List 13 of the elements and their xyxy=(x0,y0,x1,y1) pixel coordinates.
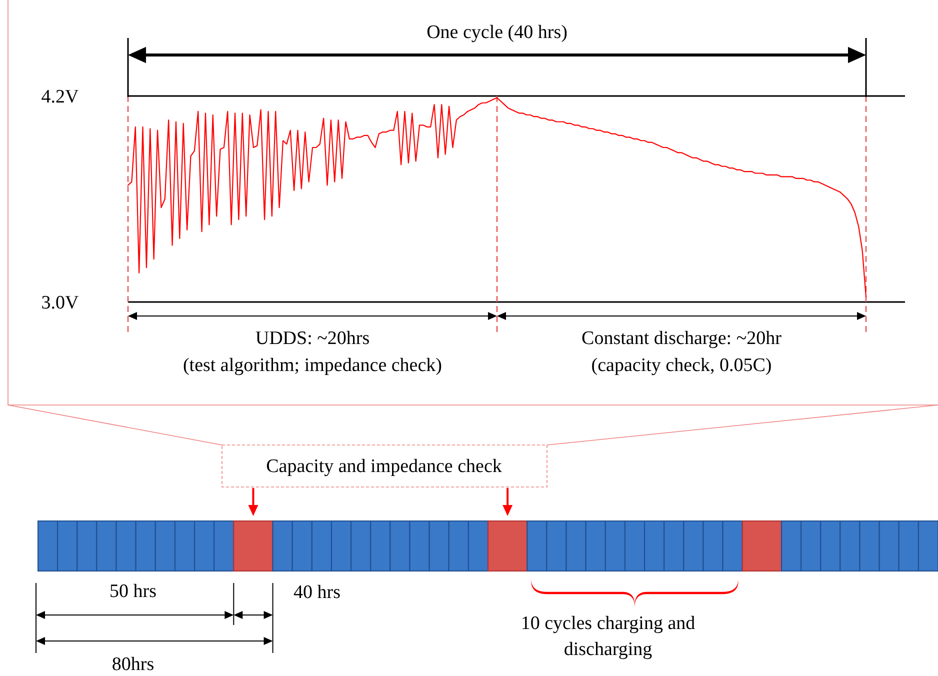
line-series xyxy=(127,97,867,298)
y-tick-label: 3.0V xyxy=(41,292,80,314)
text: UDDS: ~20hrs xyxy=(255,328,370,349)
text: 40 hrs xyxy=(294,582,340,603)
text: (capacity check, 0.05C) xyxy=(591,355,772,376)
text: Capacity and impedance check xyxy=(266,456,502,477)
y-tick-label: 4.2V xyxy=(41,86,80,108)
text: 10 cycles charging and discharging xyxy=(520,613,696,660)
text: 50 hrs xyxy=(110,581,156,602)
text: One cycle (40 hrs) xyxy=(426,22,568,43)
text: Constant discharge: ~20hr xyxy=(582,328,782,349)
text: (test algorithm; impedance check) xyxy=(182,355,442,376)
text: 80hrs xyxy=(112,654,154,675)
